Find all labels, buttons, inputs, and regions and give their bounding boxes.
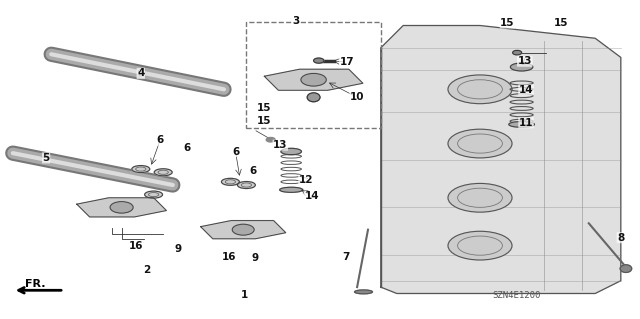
Text: 5: 5 (42, 153, 50, 163)
Polygon shape (264, 69, 363, 90)
Ellipse shape (509, 122, 534, 127)
Ellipse shape (448, 231, 512, 260)
Text: 16: 16 (129, 241, 143, 251)
Ellipse shape (620, 265, 632, 272)
Text: 6: 6 (183, 143, 191, 153)
Circle shape (232, 224, 254, 235)
Ellipse shape (132, 166, 150, 173)
Text: 4: 4 (137, 68, 145, 78)
Text: 14: 14 (305, 191, 319, 201)
Text: 8: 8 (617, 233, 625, 243)
Text: 6: 6 (249, 166, 257, 176)
Text: 6: 6 (232, 146, 239, 157)
Polygon shape (77, 198, 166, 217)
Text: 3: 3 (292, 16, 300, 26)
Circle shape (110, 202, 133, 213)
Text: 2: 2 (143, 264, 151, 275)
Ellipse shape (154, 169, 172, 176)
Circle shape (314, 58, 324, 63)
Circle shape (513, 50, 522, 55)
Circle shape (301, 73, 326, 86)
Polygon shape (381, 26, 621, 293)
Polygon shape (201, 221, 285, 239)
Text: 15: 15 (257, 103, 271, 114)
Text: FR.: FR. (25, 279, 45, 289)
Text: 16: 16 (222, 252, 236, 263)
Ellipse shape (281, 148, 301, 155)
Ellipse shape (448, 129, 512, 158)
Circle shape (266, 137, 275, 142)
Text: 13: 13 (518, 56, 532, 66)
Ellipse shape (237, 182, 255, 189)
Text: 14: 14 (519, 85, 533, 95)
Ellipse shape (448, 183, 512, 212)
Bar (246, 22, 381, 128)
Ellipse shape (145, 191, 163, 198)
Text: 10: 10 (350, 92, 364, 102)
Ellipse shape (307, 93, 320, 102)
Text: 12: 12 (299, 175, 313, 185)
Ellipse shape (280, 187, 303, 192)
Text: 6: 6 (156, 135, 164, 145)
Text: 13: 13 (273, 140, 287, 150)
Text: 17: 17 (340, 57, 354, 67)
Ellipse shape (510, 63, 532, 71)
Text: 11: 11 (519, 118, 533, 128)
Text: 9: 9 (174, 244, 182, 254)
Text: 15: 15 (257, 116, 271, 126)
Text: 1: 1 (241, 290, 248, 300)
Ellipse shape (221, 178, 239, 185)
Ellipse shape (355, 290, 372, 294)
Text: 9: 9 (251, 253, 259, 263)
Text: 15: 15 (500, 18, 515, 28)
Text: SZN4E1200: SZN4E1200 (493, 291, 541, 300)
Text: 7: 7 (342, 252, 349, 262)
Ellipse shape (448, 75, 512, 104)
Text: 15: 15 (554, 18, 568, 28)
